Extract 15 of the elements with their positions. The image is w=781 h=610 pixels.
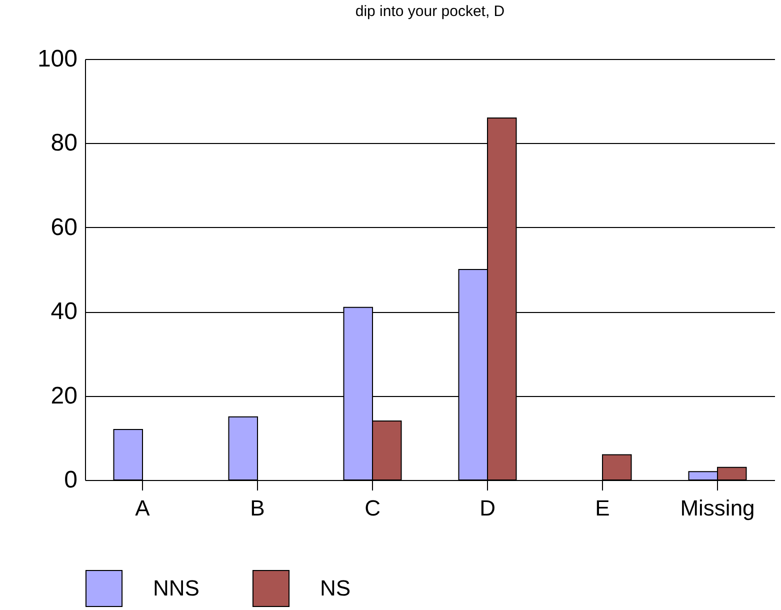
y-tick-label: 80 bbox=[50, 130, 78, 157]
legend-label: NNS bbox=[153, 575, 200, 600]
x-tick-label: C bbox=[364, 496, 381, 520]
y-tick-label: 60 bbox=[50, 214, 78, 241]
y-tick-label: 100 bbox=[37, 46, 78, 72]
x-tick-label: Missing bbox=[680, 496, 755, 520]
legend-label: NS bbox=[320, 575, 351, 600]
x-tick-label: B bbox=[250, 496, 265, 520]
chart-title: dip into your pocket, D bbox=[355, 3, 505, 20]
x-tick-label: A bbox=[135, 496, 150, 520]
x-tick-label: E bbox=[595, 496, 610, 520]
y-tick-label: 40 bbox=[50, 298, 78, 326]
y-tick-label: 20 bbox=[50, 382, 78, 410]
y-tick-label: 0 bbox=[64, 466, 78, 494]
x-tick-label: D bbox=[480, 496, 496, 520]
